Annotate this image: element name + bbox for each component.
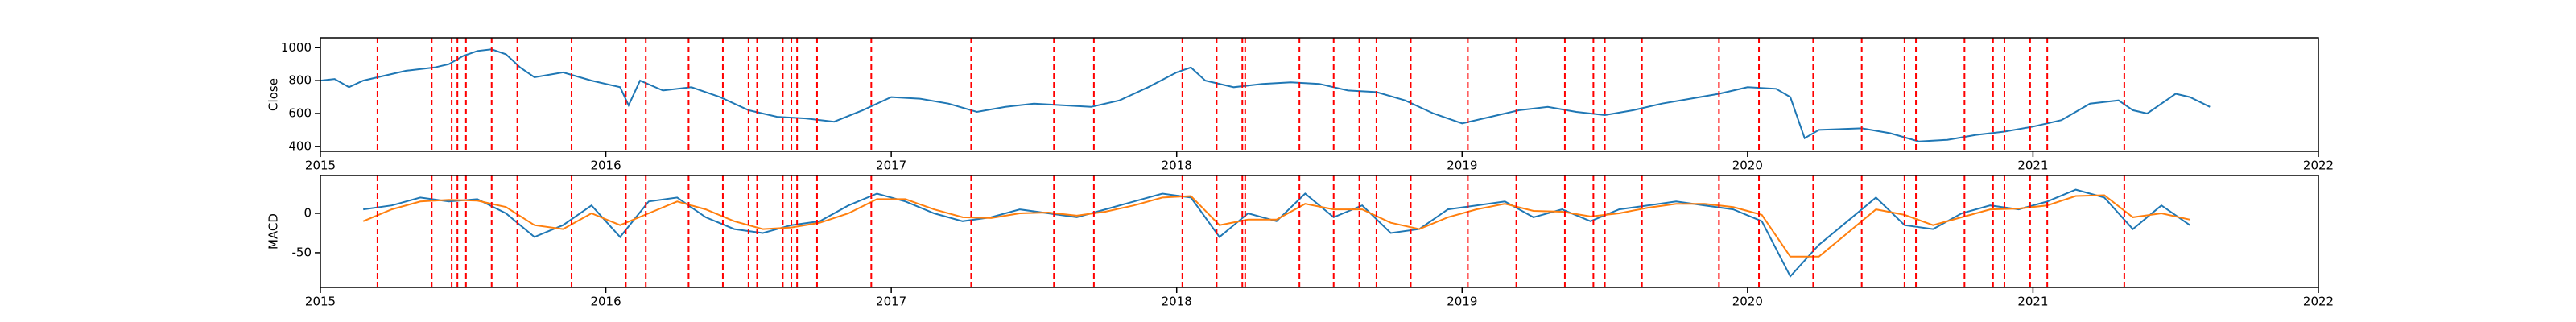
series-line: [363, 188, 2190, 279]
y-tick-label: 800: [288, 73, 312, 88]
x-tick-label: 2016: [590, 295, 621, 309]
x-tick-label: 2020: [1732, 295, 1763, 309]
x-tick-label: 2022: [2303, 295, 2334, 309]
x-tick-label: 2017: [876, 159, 906, 173]
x-tick-label: 2018: [1162, 159, 1192, 173]
y-tick-label: -50: [292, 245, 312, 259]
x-tick-label: 2015: [305, 295, 336, 309]
x-tick-label: 2019: [1447, 295, 1477, 309]
y-axis-label: Close: [266, 78, 281, 111]
x-tick-label: 2017: [876, 295, 906, 309]
series-line: [320, 48, 2211, 142]
x-tick-label: 2015: [305, 159, 336, 173]
x-tick-label: 2019: [1447, 159, 1477, 173]
y-tick-label: 400: [288, 138, 312, 153]
x-tick-label: 2021: [2017, 295, 2048, 309]
y-tick-label: 0: [303, 205, 312, 220]
y-tick-label: 600: [288, 106, 312, 121]
y-tick-label: 1000: [281, 40, 312, 55]
plot-frame: [320, 37, 2319, 152]
x-tick-label: 2018: [1162, 295, 1192, 309]
x-tick-label: 2016: [590, 159, 621, 173]
x-tick-label: 2020: [1732, 159, 1763, 173]
x-tick-label: 2022: [2303, 159, 2334, 173]
series-line: [362, 194, 2190, 258]
y-axis-label: MACD: [266, 213, 281, 250]
plot-frame: [320, 175, 2319, 288]
x-tick-label: 2021: [2017, 159, 2048, 173]
